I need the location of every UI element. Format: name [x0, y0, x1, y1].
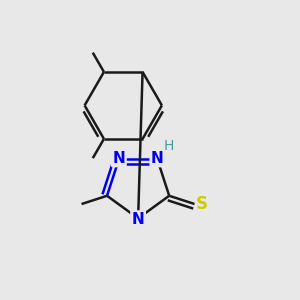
Text: S: S [196, 195, 208, 213]
Text: H: H [164, 139, 174, 153]
Text: N: N [151, 151, 164, 166]
Text: N: N [132, 212, 145, 227]
Text: N: N [112, 151, 125, 166]
